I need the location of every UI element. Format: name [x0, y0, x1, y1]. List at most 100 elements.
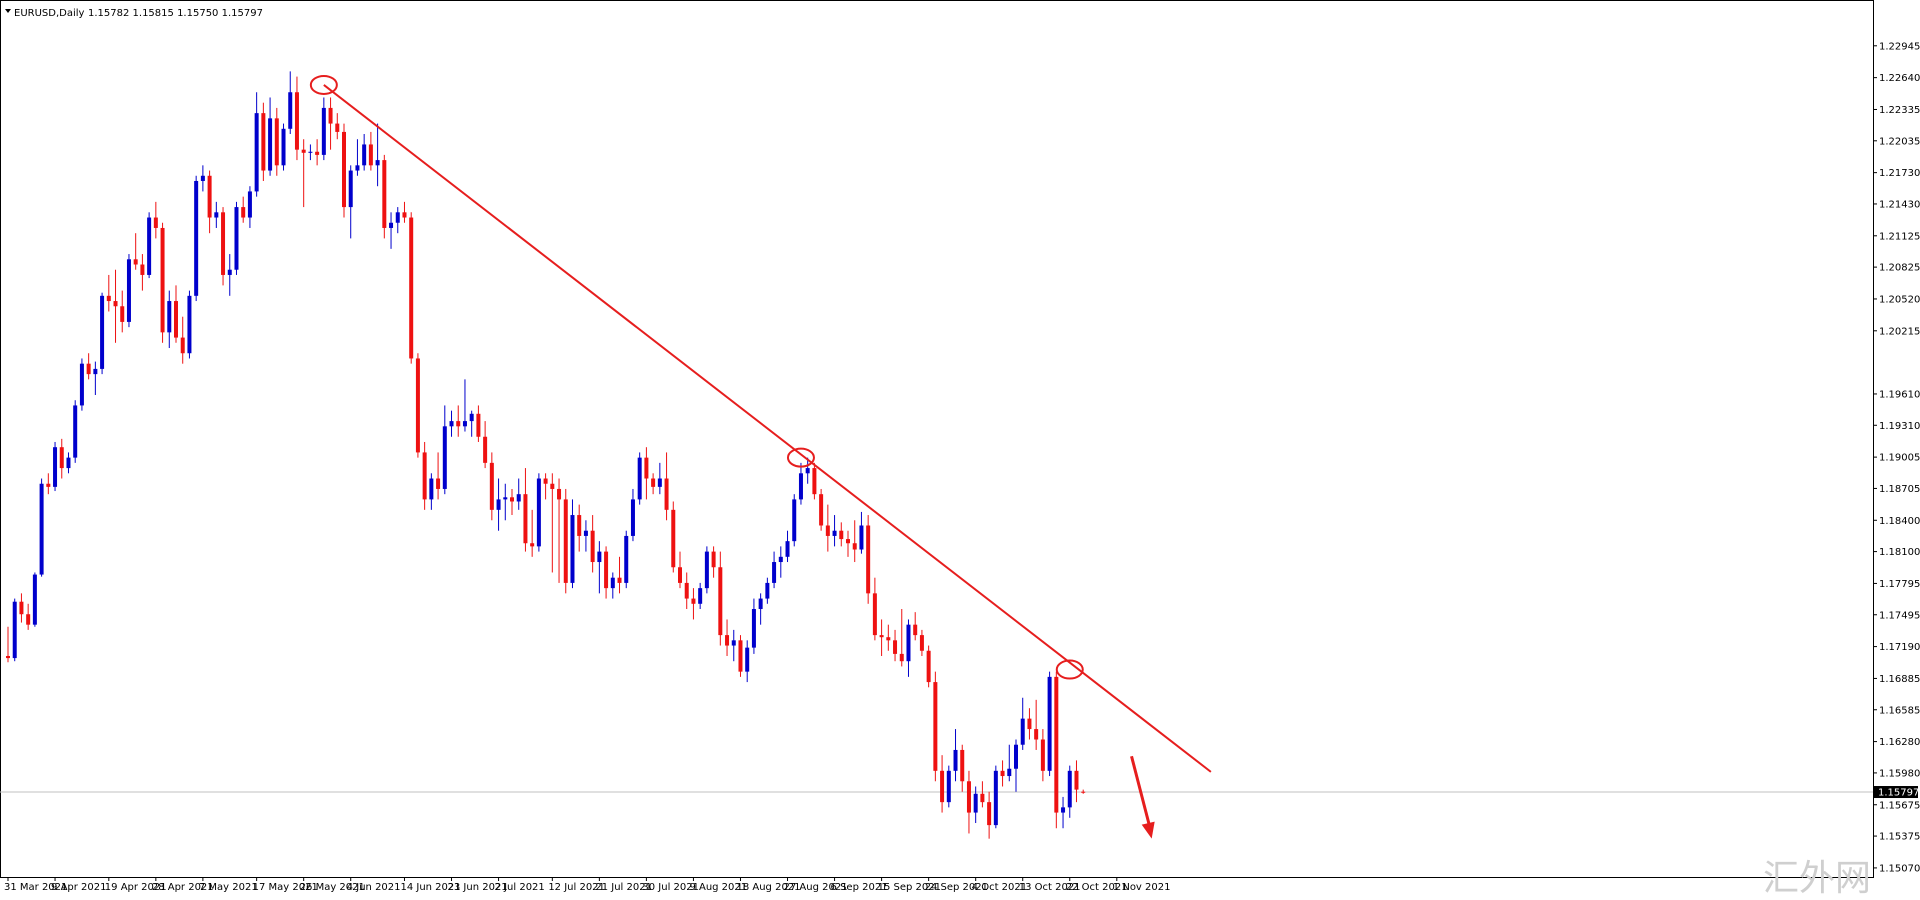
candle-body: [536, 478, 541, 547]
candle-body: [32, 574, 37, 625]
candle: [489, 452, 494, 521]
candle-body: [846, 539, 850, 544]
candle-body: [348, 170, 353, 208]
y-tick-label: 1.22335: [1879, 105, 1920, 116]
candle-body: [409, 217, 414, 359]
y-tick-label: 1.20825: [1879, 263, 1920, 274]
x-tick-label: 18 Aug 2021: [736, 882, 800, 893]
candle-body: [79, 363, 84, 406]
candle: [846, 530, 850, 557]
ohlc-summary: 1.15782 1.15815 1.15750 1.15797: [88, 8, 263, 19]
candle-body: [368, 144, 373, 166]
candle-body: [597, 551, 602, 563]
candle: [462, 379, 467, 432]
candle: [342, 123, 346, 218]
y-tick-label: 1.21125: [1879, 231, 1920, 242]
candle-body: [819, 494, 824, 526]
candle: [530, 509, 535, 557]
candle-body: [946, 770, 951, 803]
candle: [1074, 760, 1079, 803]
x-tick-label: 6 Sep 2021: [831, 882, 888, 893]
candle: [53, 441, 58, 492]
candle-body: [214, 212, 219, 218]
candle-body: [893, 640, 898, 654]
candle-body: [832, 530, 837, 536]
candle-body: [153, 217, 158, 228]
y-tick-label: 1.20520: [1879, 294, 1920, 305]
candle: [886, 624, 891, 651]
x-tick-label: 22 Oct 2021: [1066, 882, 1128, 893]
candle-body: [1081, 791, 1086, 793]
candle: [160, 222, 165, 343]
candle: [214, 201, 219, 228]
candle-body: [678, 567, 682, 583]
candle: [745, 640, 750, 683]
candle-body: [133, 259, 138, 265]
candle-body: [866, 525, 871, 594]
x-tick-label: 9 Aug 2021: [689, 882, 747, 893]
candle: [859, 511, 864, 554]
annotation-layer: [309, 74, 1212, 839]
candle: [651, 473, 656, 495]
candle-body: [442, 426, 447, 489]
candle: [839, 522, 844, 547]
candle-body: [180, 337, 185, 354]
candle: [630, 488, 635, 542]
candle-body: [456, 421, 461, 427]
candle-body: [106, 295, 111, 302]
candle: [516, 478, 521, 510]
candle: [738, 635, 743, 677]
candle-body: [530, 543, 535, 547]
candle: [792, 494, 797, 547]
y-tick-label: 1.15980: [1879, 768, 1920, 779]
candle: [402, 201, 407, 223]
watermark-text: 汇外网: [1763, 858, 1871, 899]
x-tick-label: 31 Mar 2021: [4, 882, 67, 893]
y-tick-label: 1.19310: [1879, 421, 1920, 432]
x-tick-label: 14 Jun 2021: [400, 882, 460, 893]
candle-body: [281, 128, 286, 166]
candle: [550, 473, 555, 573]
candle-body: [362, 144, 367, 166]
candle-body: [644, 457, 649, 479]
candle-body: [382, 160, 387, 228]
candle: [368, 131, 373, 171]
candle: [772, 551, 777, 589]
candle-body: [684, 582, 689, 599]
x-tick-label: 23 Jun 2021: [448, 882, 508, 893]
candle: [913, 612, 918, 641]
candle-body: [711, 551, 716, 568]
candle: [133, 233, 138, 270]
candle-body: [798, 473, 803, 500]
candle: [321, 97, 326, 161]
candle-body: [234, 207, 239, 270]
candle: [415, 353, 420, 458]
x-tick-label: 2 Jul 2021: [495, 882, 545, 893]
candle-body: [980, 793, 985, 803]
candle-body: [328, 107, 333, 124]
candle-body: [261, 113, 266, 171]
y-tick-label: 1.18100: [1879, 547, 1920, 558]
candle-body: [489, 462, 494, 510]
candle-body: [476, 413, 481, 437]
x-tick-label: 26 May 2021: [300, 882, 365, 893]
candle-body: [583, 530, 588, 536]
candle-body: [933, 682, 938, 771]
candle-body: [1027, 718, 1032, 730]
x-tick-label: 4 Jun 2021: [347, 882, 401, 893]
candle-body: [778, 556, 783, 563]
candle-body: [321, 107, 326, 155]
candle-body: [449, 421, 454, 427]
candle-body: [301, 149, 306, 153]
candle-body: [126, 259, 131, 322]
candle: [751, 598, 756, 654]
candle-body: [1061, 807, 1066, 813]
title-dropdown-triangle-icon[interactable]: [5, 9, 11, 13]
candle-body: [637, 457, 642, 500]
candle: [563, 488, 568, 594]
candle-body: [342, 131, 346, 208]
candle-body: [657, 478, 662, 487]
candle-body: [315, 151, 320, 155]
candle-body: [731, 640, 736, 646]
candle-body: [987, 802, 992, 826]
